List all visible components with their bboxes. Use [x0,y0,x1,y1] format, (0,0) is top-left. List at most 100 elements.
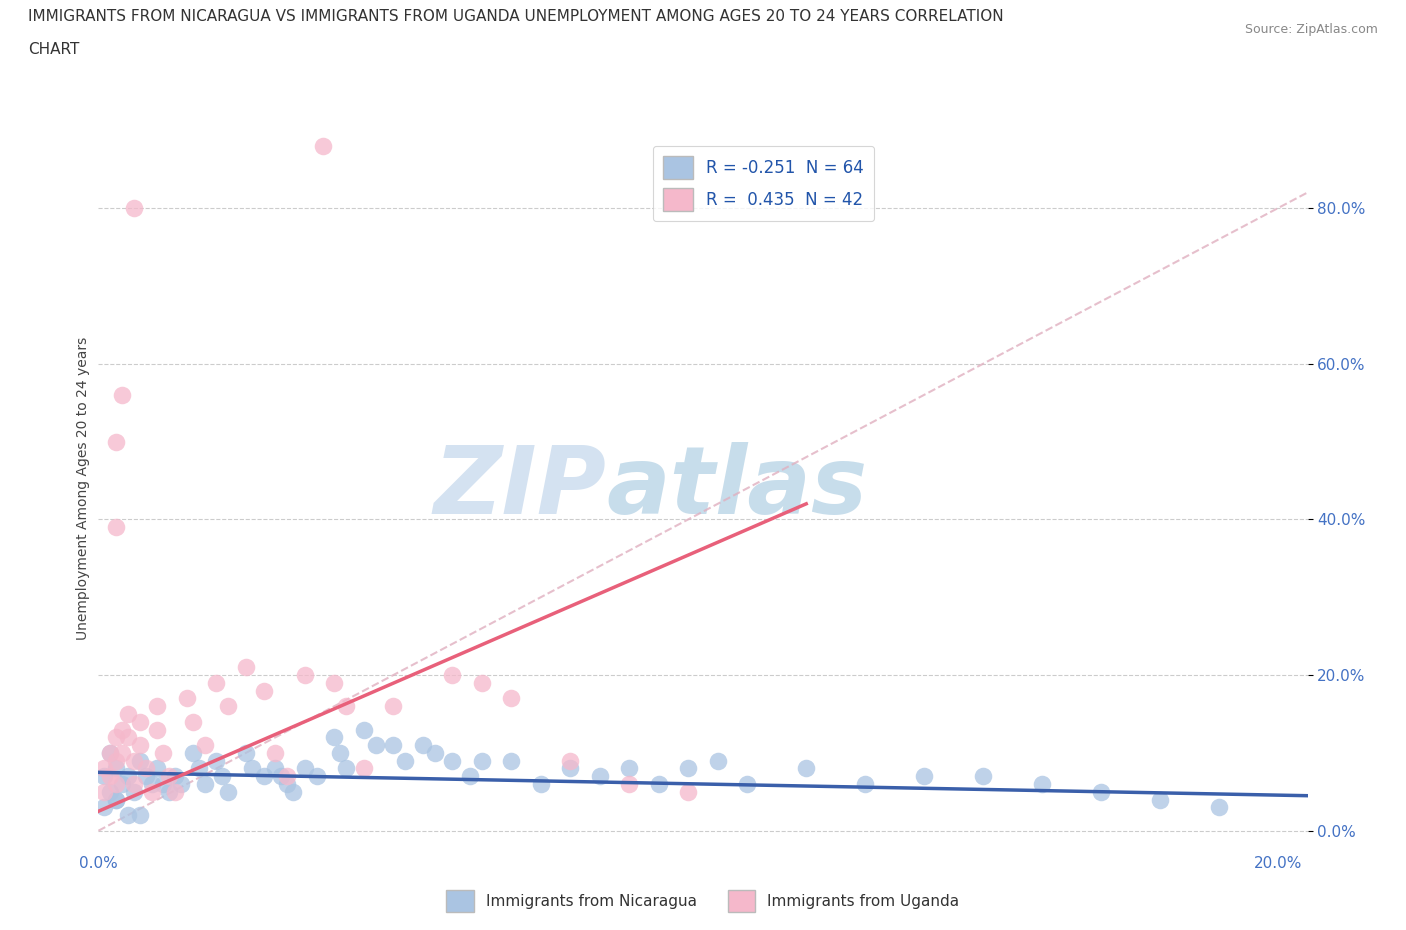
Point [111,388,134,403]
Point [181,746,204,761]
Point [364,737,387,752]
Point [111,746,134,761]
Point [619,761,641,776]
Point [105,777,128,791]
Point [217,784,239,799]
Point [181,714,204,729]
Point [194,737,217,752]
Point [152,777,174,791]
Legend: R = -0.251  N = 64, R =  0.435  N = 42: R = -0.251 N = 64, R = 0.435 N = 42 [652,146,875,221]
Point [117,808,139,823]
Point [1149,792,1171,807]
Point [264,761,287,776]
Point [176,691,198,706]
Text: Source: ZipAtlas.com: Source: ZipAtlas.com [1244,23,1378,36]
Point [98,746,121,761]
Point [501,753,523,768]
Point [152,746,174,761]
Point [105,792,128,807]
Point [323,675,346,690]
Point [294,761,316,776]
Point [912,769,935,784]
Point [98,746,121,761]
Point [678,761,700,776]
Point [648,777,671,791]
Point [560,761,582,776]
Point [105,792,128,807]
Point [135,761,157,776]
Point [157,769,180,784]
Text: ZIP: ZIP [433,443,606,534]
Point [252,684,274,698]
Point [93,761,115,776]
Point [105,761,128,776]
Point [111,722,134,737]
Point [111,777,134,791]
Point [412,737,434,752]
Point [93,784,115,799]
Point [323,730,346,745]
Point [146,698,169,713]
Point [122,753,145,768]
Point [105,520,128,535]
Point [93,800,115,815]
Point [394,753,416,768]
Point [165,784,187,799]
Point [335,698,357,713]
Point [170,777,193,791]
Point [128,808,150,823]
Point [353,722,375,737]
Point [501,691,523,706]
Point [458,769,481,784]
Point [423,746,446,761]
Point [105,753,128,768]
Text: atlas: atlas [606,443,868,534]
Point [117,707,139,722]
Point [205,675,228,690]
Point [165,769,187,784]
Point [335,761,357,776]
Point [706,753,728,768]
Point [305,769,328,784]
Point [194,777,217,791]
Point [157,784,180,799]
Point [128,714,150,729]
Point [141,777,163,791]
Point [560,753,582,768]
Point [589,769,612,784]
Point [187,761,209,776]
Point [98,784,121,799]
Point [382,737,405,752]
Text: IMMIGRANTS FROM NICARAGUA VS IMMIGRANTS FROM UGANDA UNEMPLOYMENT AMONG AGES 20 T: IMMIGRANTS FROM NICARAGUA VS IMMIGRANTS … [28,9,1004,24]
Point [276,777,298,791]
Point [353,761,375,776]
Legend: Immigrants from Nicaragua, Immigrants from Uganda: Immigrants from Nicaragua, Immigrants fr… [440,884,966,918]
Point [471,753,494,768]
Point [122,201,145,216]
Point [235,660,257,675]
Point [678,784,700,799]
Point [619,777,641,791]
Point [135,769,157,784]
Point [105,434,128,449]
Point [382,698,405,713]
Point [141,784,163,799]
Point [122,777,145,791]
Point [217,698,239,713]
Point [441,753,464,768]
Point [122,784,145,799]
Point [105,730,128,745]
Point [281,784,304,799]
Point [311,139,333,153]
Point [1090,784,1112,799]
Point [735,777,758,791]
Point [329,746,352,761]
Point [441,668,464,683]
Point [128,737,150,752]
Point [117,769,139,784]
Point [1031,777,1053,791]
Y-axis label: Unemployment Among Ages 20 to 24 years: Unemployment Among Ages 20 to 24 years [76,337,90,640]
Point [1208,800,1230,815]
Point [98,769,121,784]
Point [128,753,150,768]
